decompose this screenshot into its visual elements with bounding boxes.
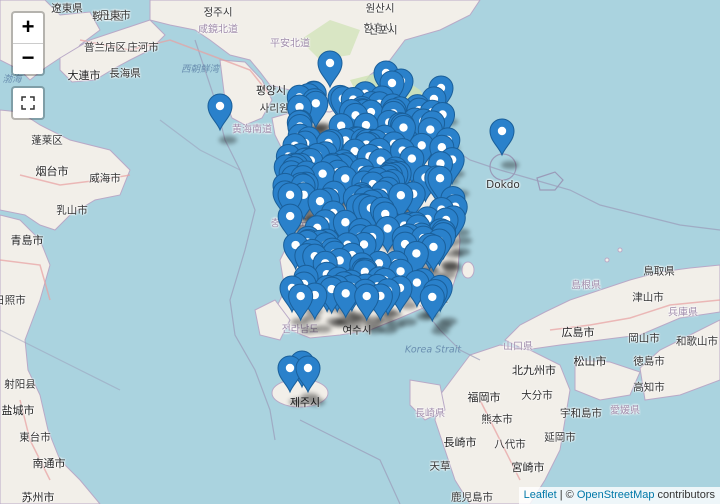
map-label: 松山市: [573, 355, 607, 368]
marker-shadow: [313, 325, 332, 334]
zoom-control: + −: [11, 11, 45, 76]
map-marker-pin[interactable]: [288, 283, 314, 322]
attribution: Leaflet | © OpenStreetMap contributors: [518, 486, 720, 504]
attribution-contributors: contributors: [654, 488, 715, 501]
map-label: 威海市: [89, 172, 121, 185]
marker-shadow: [431, 326, 450, 335]
map-label: 鞍山区: [92, 10, 124, 23]
map-marker-pin[interactable]: [420, 234, 446, 273]
map-marker-pin[interactable]: [333, 280, 359, 319]
marker-shadow: [445, 249, 464, 258]
map-label: 평양시: [255, 84, 287, 97]
marker-shadow: [344, 323, 363, 332]
map-label: 渤海: [2, 74, 22, 85]
marker-shadow: [501, 161, 519, 169]
map-label: 宇和島市: [560, 407, 602, 420]
map-label: 徳島市: [633, 355, 665, 368]
map-label: 高知市: [633, 381, 665, 394]
map-label: 遼東県: [51, 2, 83, 15]
map-label: 함흥시: [363, 22, 393, 35]
zoom-in-button[interactable]: +: [21, 14, 35, 39]
marker-shadow: [442, 264, 461, 273]
map-marker-pin[interactable]: [277, 203, 303, 242]
marker-shadow: [307, 398, 325, 406]
map-label: 福岡市: [467, 391, 501, 404]
map-label: 庄河市: [127, 41, 159, 54]
map-label: 盐城市: [1, 404, 35, 417]
map-label: 신포시: [368, 24, 398, 37]
map-label: 宮崎市: [511, 461, 545, 474]
map-label: 西朝鮮湾: [180, 64, 220, 75]
map-label: 平安北道: [270, 38, 310, 50]
map-label: 咸鏡北道: [198, 24, 238, 36]
map-marker-pin[interactable]: [317, 50, 343, 89]
zoom-out-button[interactable]: −: [13, 43, 43, 74]
map-label: 岡山市: [628, 332, 660, 345]
map-label: 大分市: [521, 389, 553, 402]
osm-link[interactable]: OpenStreetMap: [576, 488, 655, 501]
map-label: 熊本市: [481, 413, 513, 426]
map-label: 兵庫県: [668, 307, 698, 319]
map-label: 黄海南道: [232, 124, 272, 136]
map-label: 鹿児島市: [451, 491, 493, 504]
map-label: 天草: [429, 460, 451, 473]
map-label: 蓬莱区: [31, 134, 63, 147]
marker-shadow: [350, 316, 369, 325]
map-label: 射阳县: [4, 378, 36, 391]
fullscreen-icon: [21, 96, 35, 110]
marker-shadow: [291, 318, 309, 326]
map-label: 延岡市: [544, 431, 576, 444]
map-marker-pin[interactable]: [354, 283, 380, 322]
map-label: 島根県: [571, 280, 601, 292]
marker-shadow: [299, 326, 318, 335]
map-label: 丹東市: [99, 9, 131, 22]
map-marker-pin[interactable]: [489, 118, 515, 157]
marker-shadow: [454, 236, 473, 245]
map-label: 원산시: [365, 2, 395, 15]
map-label: 青島市: [10, 234, 44, 247]
map-label: 普兰店区: [84, 41, 126, 54]
marker-shadow: [365, 326, 384, 335]
marker-shadow: [379, 325, 398, 334]
map-label: 日照市: [0, 294, 26, 307]
map-label: 山口県: [503, 341, 533, 353]
map-label: 南通市: [32, 457, 66, 470]
map-label: 長崎県: [415, 408, 445, 420]
marker-shadow: [219, 136, 237, 144]
attribution-separator: | ©: [556, 488, 577, 501]
map-label: 乳山市: [56, 204, 88, 217]
map-marker-pin[interactable]: [419, 284, 445, 323]
map-marker-pin[interactable]: [379, 70, 405, 109]
map-label: 津山市: [632, 291, 664, 304]
map-label: 八代市: [494, 438, 526, 451]
map-label: 苏州市: [21, 491, 55, 504]
map-label: 長崎市: [443, 436, 477, 449]
map-label: 長海県: [109, 67, 141, 80]
map-label: 北九州市: [512, 364, 556, 377]
map-marker-pin[interactable]: [307, 188, 333, 227]
map-label: Korea Strait: [404, 344, 462, 356]
leaflet-link[interactable]: Leaflet: [523, 488, 557, 501]
fullscreen-button[interactable]: [11, 86, 45, 120]
map-label: 東台市: [19, 431, 51, 444]
map-marker-pin[interactable]: [277, 182, 303, 221]
map-label: Dokdo: [486, 179, 520, 191]
map-label: 정주시: [203, 6, 233, 19]
map-label: 愛媛県: [610, 405, 640, 417]
map-label: 和歌山市: [676, 335, 718, 348]
map-marker-pin[interactable]: [403, 240, 429, 279]
marker-shadow: [289, 398, 307, 406]
map-marker-pin[interactable]: [207, 93, 233, 132]
marker-shadow: [330, 319, 349, 328]
map-label: 広島市: [561, 326, 595, 339]
map-label: 烟台市: [35, 165, 69, 178]
map-label: 鳥取県: [643, 265, 675, 278]
map-marker-pin[interactable]: [295, 355, 321, 394]
map-label: 大連市: [67, 69, 101, 82]
